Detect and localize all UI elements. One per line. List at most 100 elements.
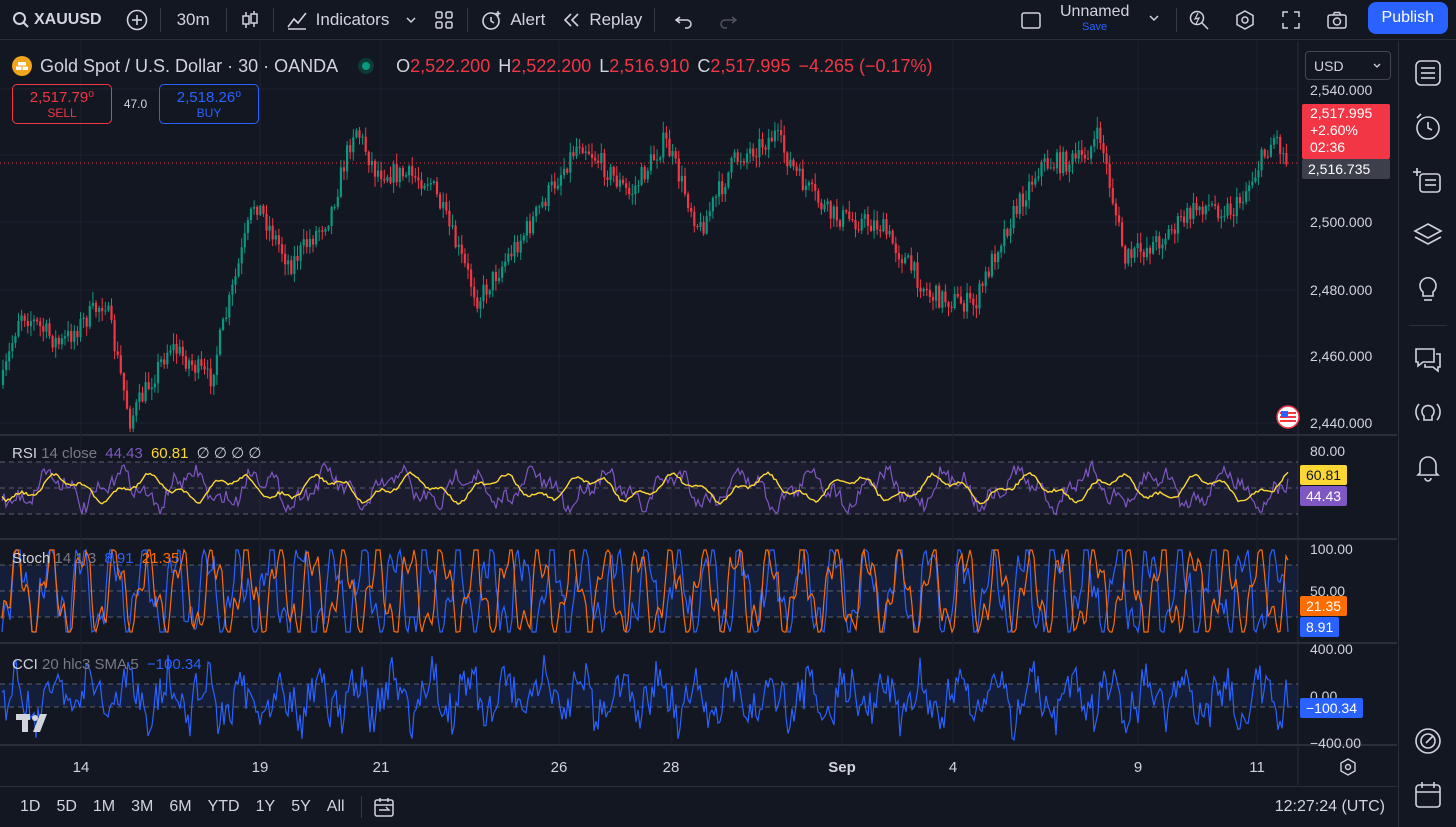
- range-5y[interactable]: 5Y: [291, 798, 311, 815]
- snapshot-button[interactable]: [1318, 0, 1356, 40]
- candle-body: [578, 146, 581, 148]
- range-1d[interactable]: 1D: [20, 798, 41, 815]
- compare-button[interactable]: [118, 0, 156, 40]
- candle-body: [572, 152, 575, 157]
- buy-button[interactable]: 2,518.26⁰ BUY: [159, 84, 259, 124]
- currency-label: USD: [1314, 57, 1344, 74]
- indicators-button[interactable]: Indicators: [278, 0, 426, 40]
- save-label[interactable]: Save: [1082, 21, 1108, 33]
- symbol-title[interactable]: Gold Spot / U.S. Dollar · 30 · OANDA: [40, 55, 339, 76]
- candle-body: [1266, 156, 1269, 158]
- candle-body: [290, 260, 293, 274]
- candle-body: [804, 185, 807, 190]
- redo-button[interactable]: [709, 0, 747, 40]
- fullscreen-button[interactable]: [1272, 0, 1310, 40]
- change-value: −4.265 (−0.17%): [798, 55, 933, 76]
- alert-button[interactable]: Alert: [472, 0, 553, 40]
- time-tick: 9: [1133, 759, 1143, 776]
- candle-body: [414, 176, 417, 178]
- watchlist-button[interactable]: [1412, 57, 1444, 89]
- candle-body: [60, 338, 63, 345]
- candle-body: [1229, 203, 1232, 215]
- interval-button[interactable]: 30m: [176, 9, 210, 29]
- candle-body: [141, 392, 144, 402]
- range-all[interactable]: All: [326, 798, 345, 815]
- currency-select[interactable]: USD: [1305, 51, 1391, 80]
- object-tree-button[interactable]: [1412, 165, 1444, 197]
- range-3m[interactable]: 3M: [131, 798, 154, 815]
- candle-body: [755, 156, 758, 158]
- alerts-button[interactable]: [1412, 111, 1444, 143]
- close-key: C: [697, 55, 711, 76]
- candle-body: [1093, 139, 1096, 147]
- layers-button[interactable]: [1412, 219, 1444, 251]
- candle-body: [36, 319, 39, 322]
- candle-body: [928, 289, 931, 297]
- replay-button[interactable]: Replay: [553, 0, 650, 40]
- settings-button[interactable]: [1226, 0, 1264, 40]
- candle-body: [249, 208, 253, 221]
- streams-button[interactable]: [1412, 397, 1444, 429]
- candle-body: [975, 304, 978, 309]
- candle-body: [634, 185, 637, 195]
- ideas-button[interactable]: [1412, 273, 1444, 305]
- candle-body: [522, 235, 525, 241]
- tradingview-logo[interactable]: [16, 712, 54, 734]
- candle-body: [315, 230, 318, 245]
- candle-body: [398, 167, 401, 183]
- candle-body: [811, 182, 814, 185]
- fullscreen-icon: [1282, 10, 1300, 29]
- candle-body: [277, 235, 280, 245]
- spread-value: 47.0: [123, 97, 148, 111]
- range-1m[interactable]: 1M: [92, 798, 116, 815]
- candle-body: [966, 292, 969, 312]
- square-icon: [1021, 11, 1041, 29]
- candle-body: [147, 382, 150, 390]
- range-6m[interactable]: 6M: [169, 798, 192, 815]
- candle-body: [1136, 243, 1139, 249]
- candle-body: [1015, 205, 1018, 215]
- cci-legend[interactable]: CCI 20 hlc3 SMA 5 −100.34: [12, 656, 202, 673]
- candle-body: [70, 331, 73, 342]
- candle-body: [888, 230, 891, 235]
- quick-search-button[interactable]: [1180, 0, 1218, 40]
- layout-menu[interactable]: Unnamed Save: [1060, 3, 1170, 37]
- candle-body: [330, 206, 333, 227]
- symbol-search[interactable]: XAUUSD: [0, 0, 110, 40]
- templates-button[interactable]: [425, 0, 463, 40]
- calendar-button[interactable]: [1412, 779, 1444, 811]
- fullscreen-toggle[interactable]: [1012, 0, 1050, 40]
- utc-clock[interactable]: 12:27:24 (UTC): [1274, 798, 1385, 815]
- stoch-legend[interactable]: Stoch 14 1 3 8.91 21.35: [12, 550, 179, 567]
- notifications-button[interactable]: [1412, 451, 1444, 483]
- range-5d[interactable]: 5D: [56, 798, 77, 815]
- candle-body: [1260, 149, 1263, 171]
- chart-area[interactable]: [0, 41, 1397, 785]
- scale-settings-gear-icon[interactable]: [1338, 757, 1358, 777]
- undo-button[interactable]: [659, 0, 709, 40]
- goto-date-icon[interactable]: [372, 795, 396, 819]
- candle-body: [659, 157, 662, 160]
- range-ytd[interactable]: YTD: [207, 798, 240, 815]
- candle-body: [1279, 136, 1282, 154]
- rsi-legend[interactable]: RSI 14 close 44.43 60.81 ∅ ∅ ∅ ∅: [12, 444, 261, 462]
- candle-body: [265, 213, 268, 231]
- candle-body: [547, 185, 550, 207]
- sell-button[interactable]: 2,517.79⁰ SELL: [12, 84, 112, 124]
- range-1y[interactable]: 1Y: [255, 798, 276, 815]
- chats-button[interactable]: [1412, 343, 1444, 375]
- candle-body: [938, 285, 941, 308]
- chart-type-button[interactable]: [231, 0, 269, 40]
- candle-body: [206, 368, 209, 370]
- top-toolbar: XAUUSD 30m Indicators Alert Replay Unnam…: [0, 0, 1456, 40]
- candle-body: [45, 323, 48, 332]
- publish-button[interactable]: Publish: [1367, 2, 1448, 34]
- chart-canvas[interactable]: [0, 41, 1397, 785]
- candle-body: [321, 230, 324, 232]
- candle-body: [656, 159, 659, 161]
- candle-body: [293, 256, 296, 274]
- divider: [1409, 325, 1447, 326]
- dom-button[interactable]: [1412, 725, 1444, 757]
- sell-price: 2,517.79⁰: [29, 89, 95, 106]
- candle-body: [175, 343, 178, 354]
